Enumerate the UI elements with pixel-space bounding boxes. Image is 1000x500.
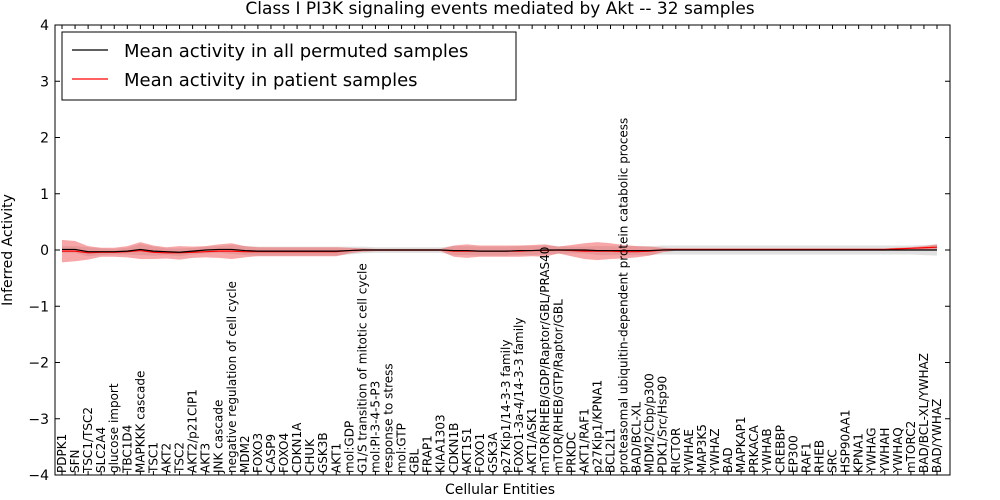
x-tick-label: RICTOR: [669, 428, 683, 473]
x-tick-label: mTOR/RHEB/GTP/Raptor/GBL: [551, 299, 565, 473]
x-tick-label: AKT1/RAF1: [577, 408, 591, 473]
x-tick-label: YWHAB: [760, 428, 774, 474]
x-tick-label: YWHAH: [878, 428, 892, 474]
x-tick-label: HSP90AA1: [839, 409, 853, 473]
x-tick-label: PRKACA: [747, 424, 761, 473]
x-tick-label: CASP9: [264, 434, 278, 473]
legend-label-patient: Mean activity in patient samples: [124, 70, 418, 91]
x-tick-label: AKT1/ASK1: [525, 408, 539, 473]
x-tick-label: TBC1D4: [120, 425, 134, 474]
y-axis-label: Inferred Activity: [0, 194, 16, 306]
x-tick-label: TSC2: [173, 442, 187, 474]
x-tick-label: RHEB: [812, 440, 826, 473]
y-tick-label: 0: [40, 243, 49, 259]
x-tick-label: AKT2/p21CIP1: [186, 389, 200, 473]
x-tick-label: YWHAG: [865, 427, 879, 474]
y-axis: 4 3 2 1 0 −1 −2 −3 −4: [28, 18, 950, 484]
x-tick-label: MDM2/Cbp/p300: [643, 373, 657, 473]
x-axis-label: Cellular Entities: [445, 482, 555, 498]
x-tick-label: MAPKAP1: [734, 416, 748, 473]
x-tick-label: MAPKKK cascade: [133, 371, 147, 473]
y-tick-label: −1: [28, 299, 49, 315]
x-tick-label: YWHAQ: [891, 427, 905, 474]
x-tick-label: CHUK: [303, 438, 317, 473]
x-tick-label: SFN: [68, 450, 82, 474]
y-tick-label: 3: [40, 74, 49, 90]
x-tick-label: EP300: [786, 435, 800, 473]
x-tick-label: SLC2A4: [94, 427, 108, 473]
x-tick-label: YWHAE: [682, 429, 696, 474]
x-tick-label: PRKDC: [564, 432, 578, 473]
x-tick-label: p27Kip1/KPNA1: [590, 380, 604, 473]
x-tick-label: KIAA1303: [434, 414, 448, 473]
x-tick-label: mol:GDP: [342, 421, 356, 473]
x-tick-label: MDM2: [238, 435, 252, 473]
legend-label-permuted: Mean activity in all permuted samples: [124, 41, 468, 62]
x-tick-label: AKT2: [159, 443, 173, 473]
x-tick-label: mTOR/RHEB/GDP/Raptor/GBL/PRAS40: [538, 247, 552, 473]
x-tick-label: BAD/YWHAZ: [930, 399, 944, 473]
x-tick-label: response to stress: [381, 363, 395, 473]
x-tick-label: GBL: [408, 448, 422, 473]
x-tick-label: BAD/BCL-XL/YWHAZ: [917, 353, 931, 473]
x-tick-label: GSK3B: [316, 432, 330, 473]
x-tick-label: G1/S transition of mitotic cell cycle: [355, 263, 369, 473]
y-tick-label: 1: [40, 187, 49, 203]
x-tick-label: FOXO1-3a-4/14-3-3 family: [512, 318, 526, 474]
x-tick-label: PDK1/Src/Hsp90: [656, 376, 670, 473]
y-tick-label: −4: [28, 468, 49, 484]
x-tick-label: BAD: [721, 447, 735, 473]
x-tick-label: AKT1: [329, 443, 343, 473]
y-tick-label: 2: [40, 131, 49, 147]
x-tick-label: FRAP1: [421, 435, 435, 473]
x-tick-label: FOXO1: [473, 433, 487, 473]
x-tick-label: AKT1S1: [460, 428, 474, 473]
series-lines: [62, 246, 938, 254]
x-tick-label: mTORC2: [904, 421, 918, 473]
x-tick-label: PDPK1: [55, 434, 69, 473]
legend-box: [61, 31, 517, 101]
y-tick-label: 4: [40, 18, 49, 34]
x-tick-label: proteasomal ubiquitin-dependent protein …: [617, 118, 631, 473]
plot-frame: [54, 24, 951, 476]
y-tick-label: −2: [28, 356, 49, 372]
x-tick-label: CDKN1A: [290, 422, 304, 473]
line-permuted: [62, 248, 937, 253]
x-tick-label: negative regulation of cell cycle: [225, 281, 239, 473]
x-tick-label: mol:PI-3-4-5-P3: [368, 381, 382, 473]
x-tick-label: CREBBP: [773, 425, 787, 473]
y-tick-label: −3: [28, 412, 49, 428]
x-tick-label: SRC: [826, 449, 840, 473]
x-tick-label: glucose import: [107, 383, 121, 473]
x-tick-label: FOXO4: [277, 433, 291, 473]
x-tick-label: AKT3: [199, 443, 213, 473]
x-tick-label: TSC1/TSC2: [81, 407, 95, 474]
x-tick-label: p27Kip1/14-3-3 family: [499, 340, 513, 473]
legend: Mean activity in all permuted samples Me…: [61, 31, 517, 101]
x-tick-label: MAP3K5: [695, 424, 709, 473]
x-tick-label: FOXO3: [251, 433, 265, 473]
x-tick-label: TSC1: [146, 442, 160, 474]
x-tick-label: YWHAZ: [708, 428, 722, 474]
x-tick-label: KPNA1: [852, 433, 866, 473]
x-tick-label: CDKN1B: [447, 423, 461, 473]
x-tick-label: JNK cascade: [212, 400, 226, 474]
x-tick-label: GSK3A: [486, 432, 500, 473]
chart-title: Class I PI3K signaling events mediated b…: [245, 0, 754, 19]
x-tick-label: BAD/BCL-XL: [630, 401, 644, 473]
x-tick-label: RAF1: [799, 442, 813, 473]
x-tick-label: mol:GTP: [395, 423, 409, 473]
x-tick-label: BCL2L1: [604, 428, 618, 473]
x-axis: PDPK1 SFN TSC1/TSC2 SLC2A4 glucose import TBC…: [55, 25, 944, 475]
